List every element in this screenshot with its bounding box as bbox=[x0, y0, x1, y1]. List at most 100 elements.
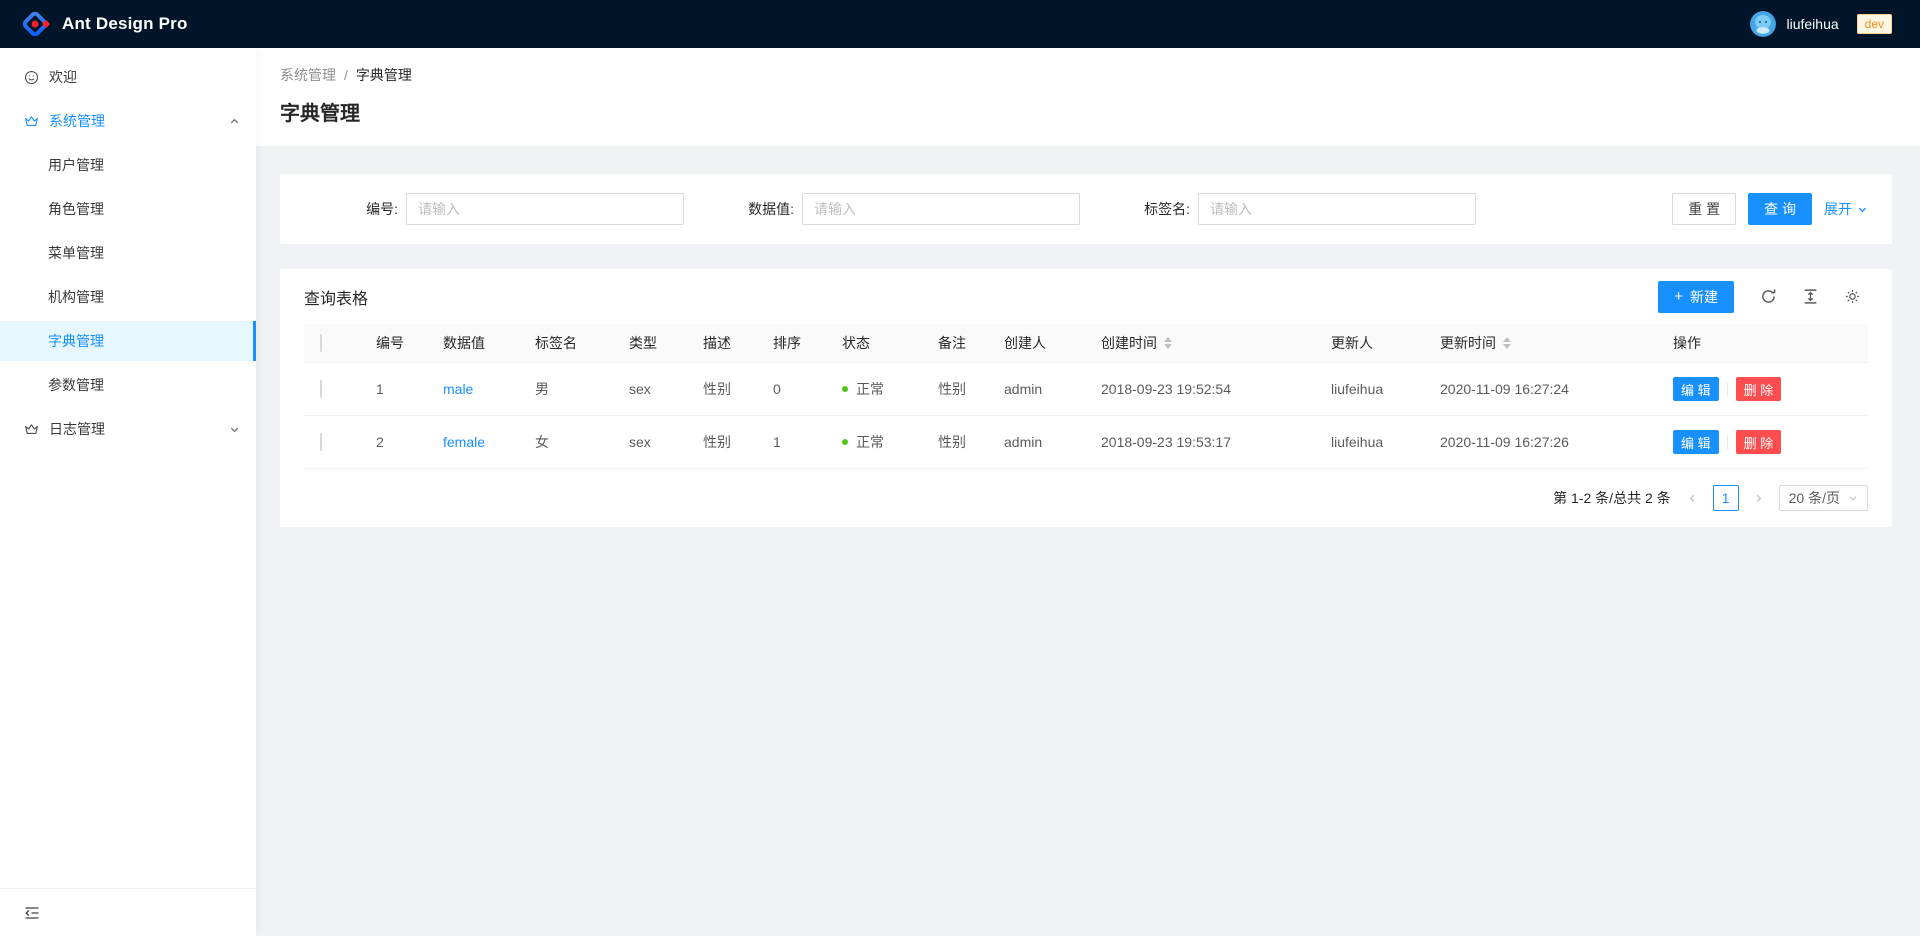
cell-type: sex bbox=[613, 362, 687, 416]
cell-updated: 2020-11-09 16:27:26 bbox=[1424, 415, 1657, 469]
sidebar-item-role-management[interactable]: 角色管理 bbox=[0, 189, 256, 229]
cell-value-link[interactable]: male bbox=[443, 381, 474, 397]
col-header-id: 编号 bbox=[360, 324, 427, 363]
status-dot-icon bbox=[842, 439, 848, 445]
search-button[interactable]: 查 询 bbox=[1748, 193, 1812, 225]
env-tag: dev bbox=[1856, 14, 1892, 34]
cell-id: 1 bbox=[360, 362, 427, 416]
col-header-sort: 排序 bbox=[757, 324, 826, 363]
dictionary-table: 编号 数据值 标签名 类型 描述 排序 状态 备注 创建人 创建时间 bbox=[304, 324, 1868, 469]
col-header-actions: 操作 bbox=[1657, 324, 1868, 363]
sidebar-submenu-system: 用户管理 角色管理 菜单管理 机构管理 字典管理 参数管理 bbox=[0, 145, 256, 405]
density-icon[interactable] bbox=[1794, 281, 1826, 313]
col-header-created: 创建时间 bbox=[1085, 324, 1315, 363]
cell-remark: 性别 bbox=[922, 362, 988, 416]
page-body: 编号: 数据值: 标签名: 重 置 查 询 展开 bbox=[256, 146, 1920, 527]
chevron-down-icon bbox=[1848, 493, 1858, 503]
tag-filter-input[interactable] bbox=[1198, 193, 1476, 225]
next-page-icon[interactable] bbox=[1747, 486, 1771, 510]
edit-button[interactable]: 编 辑 bbox=[1673, 377, 1719, 401]
table-toolbar: 查询表格 + 新建 bbox=[304, 269, 1868, 324]
page-size-value: 20 条/页 bbox=[1788, 490, 1840, 506]
expand-toggle[interactable]: 展开 bbox=[1824, 199, 1868, 219]
cell-id: 2 bbox=[360, 415, 427, 469]
filter-actions: 重 置 查 询 展开 bbox=[1672, 193, 1868, 225]
cell-value-link[interactable]: female bbox=[443, 434, 486, 450]
status-badge: 正常 bbox=[842, 432, 906, 452]
col-header-desc: 描述 bbox=[687, 324, 757, 363]
row-actions: 编 辑 删 除 bbox=[1673, 377, 1852, 401]
breadcrumb-parent[interactable]: 系统管理 bbox=[280, 67, 336, 83]
row-checkbox[interactable] bbox=[320, 433, 322, 451]
row-actions: 编 辑 删 除 bbox=[1673, 430, 1852, 454]
row-checkbox[interactable] bbox=[320, 380, 322, 398]
field-label: 编号: bbox=[366, 201, 398, 217]
col-header-remark: 备注 bbox=[922, 324, 988, 363]
delete-button[interactable]: 删 除 bbox=[1735, 430, 1782, 454]
sidebar-item-label: 日志管理 bbox=[49, 421, 105, 437]
sort-control[interactable] bbox=[1503, 337, 1511, 349]
cell-created: 2018-09-23 19:52:54 bbox=[1085, 362, 1315, 416]
header-user-area: liufeihua dev bbox=[1750, 11, 1892, 37]
sidebar-item-label: 字典管理 bbox=[48, 333, 104, 349]
search-form: 编号: 数据值: 标签名: 重 置 查 询 展开 bbox=[304, 193, 1868, 225]
reset-button[interactable]: 重 置 bbox=[1672, 193, 1737, 225]
app-logo-link[interactable]: Ant Design Pro bbox=[20, 9, 188, 39]
breadcrumb: 系统管理 / 字典管理 bbox=[280, 64, 1896, 86]
sidebar-item-param-management[interactable]: 参数管理 bbox=[0, 365, 256, 405]
select-all-checkbox[interactable] bbox=[320, 334, 322, 352]
sidebar-item-label: 参数管理 bbox=[48, 377, 104, 393]
query-table-card: 查询表格 + 新建 bbox=[280, 269, 1892, 527]
filter-item-tag: 标签名: bbox=[1096, 193, 1476, 225]
sidebar-item-label: 菜单管理 bbox=[48, 245, 104, 261]
settings-gear-icon[interactable] bbox=[1836, 281, 1868, 313]
cell-creator: admin bbox=[988, 415, 1085, 469]
sidebar-item-label: 机构管理 bbox=[48, 289, 104, 305]
sort-control[interactable] bbox=[1164, 337, 1172, 349]
user-name[interactable]: liufeihua bbox=[1786, 16, 1839, 32]
new-button[interactable]: + 新建 bbox=[1658, 280, 1734, 313]
cell-desc: 性别 bbox=[687, 415, 757, 469]
sidebar-item-dict-management[interactable]: 字典管理 bbox=[0, 321, 256, 361]
sidebar-item-menu-management[interactable]: 菜单管理 bbox=[0, 233, 256, 273]
ant-design-logo-icon bbox=[20, 9, 50, 39]
expand-label: 展开 bbox=[1824, 201, 1852, 217]
breadcrumb-current: 字典管理 bbox=[355, 67, 412, 83]
table-title: 查询表格 bbox=[304, 290, 369, 308]
sidebar-item-system-management[interactable]: 系统管理 bbox=[0, 101, 256, 141]
cell-updater: liufeihua bbox=[1315, 415, 1424, 469]
search-filter-card: 编号: 数据值: 标签名: 重 置 查 询 展开 bbox=[280, 174, 1892, 244]
pagination-total: 第 1-2 条/总共 2 条 bbox=[1553, 490, 1671, 506]
sidebar-item-user-management[interactable]: 用户管理 bbox=[0, 145, 256, 185]
edit-button[interactable]: 编 辑 bbox=[1673, 430, 1719, 454]
sidebar-item-log-management[interactable]: 日志管理 bbox=[0, 409, 256, 449]
page-size-select[interactable]: 20 条/页 bbox=[1778, 485, 1868, 511]
app-title: Ant Design Pro bbox=[62, 14, 188, 33]
pagination: 第 1-2 条/总共 2 条 1 20 条/页 bbox=[304, 469, 1868, 511]
table-row: 1 male 男 sex 性别 0 正常 性别 adm bbox=[304, 362, 1868, 416]
col-header-updater: 更新人 bbox=[1315, 324, 1424, 363]
main-content: 系统管理 / 字典管理 字典管理 编号: 数据值: 标签名: bbox=[256, 48, 1920, 936]
delete-button[interactable]: 删 除 bbox=[1735, 377, 1782, 401]
vertical-divider bbox=[1726, 435, 1728, 449]
sidebar-item-org-management[interactable]: 机构管理 bbox=[0, 277, 256, 317]
value-filter-input[interactable] bbox=[802, 193, 1080, 225]
menu-fold-icon[interactable] bbox=[24, 905, 40, 921]
sidebar: 欢迎 系统管理 用户管理 角色管理 菜单管理 机构 bbox=[0, 48, 256, 936]
id-filter-input[interactable] bbox=[406, 193, 684, 225]
status-dot-icon bbox=[842, 386, 848, 392]
cell-sort: 1 bbox=[757, 415, 826, 469]
user-avatar[interactable] bbox=[1750, 11, 1777, 37]
prev-page-icon[interactable] bbox=[1681, 486, 1705, 510]
vertical-divider bbox=[1726, 382, 1728, 396]
filter-item-value: 数据值: bbox=[700, 193, 1080, 225]
col-header-status: 状态 bbox=[826, 324, 922, 363]
table-header: 编号 数据值 标签名 类型 描述 排序 状态 备注 创建人 创建时间 bbox=[304, 324, 1868, 363]
plus-icon: + bbox=[1674, 288, 1683, 305]
crown-icon bbox=[24, 114, 39, 129]
sidebar-item-welcome[interactable]: 欢迎 bbox=[0, 57, 256, 97]
page-number-1[interactable]: 1 bbox=[1712, 485, 1739, 511]
reload-icon[interactable] bbox=[1752, 281, 1784, 313]
top-header: Ant Design Pro liufeihua dev bbox=[0, 0, 1920, 48]
chevron-down-icon bbox=[229, 424, 240, 435]
